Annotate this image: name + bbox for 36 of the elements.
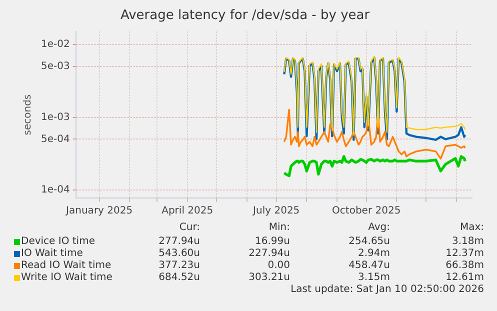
text: Last update: Sat Jan 10 02:50:00 2026	[290, 284, 484, 295]
x-tick-label: April 2025	[162, 206, 214, 217]
y-tick-label: 1e-03	[40, 112, 70, 123]
y-tick-label: 5e-04	[40, 134, 70, 145]
text: 0.00	[266, 260, 290, 271]
text: 277.94u	[158, 236, 200, 247]
text: 3.15m	[356, 272, 390, 283]
x-tick-label: January 2025	[65, 206, 133, 217]
text: Avg:	[367, 222, 390, 233]
x-tick-label: July 2025	[252, 206, 300, 217]
y-tick-label: 1e-02	[40, 39, 70, 50]
chart-title: Average latency for /dev/sda - by year	[120, 8, 370, 24]
legend-label: Write IO Wait time	[21, 272, 112, 283]
text: 684.52u	[158, 272, 200, 283]
text: 12.61m	[444, 272, 484, 283]
y-axis-title: seconds	[22, 94, 34, 136]
text: 377.23u	[158, 260, 200, 271]
text: 66.38m	[444, 260, 484, 271]
text: 16.99u	[254, 236, 290, 247]
legend-label: Read IO Wait time	[21, 260, 112, 271]
y-tick-label: 5e-03	[40, 60, 70, 72]
text: 543.60u	[158, 248, 200, 259]
text: 254.65u	[348, 236, 390, 247]
text: 3.18m	[450, 236, 484, 247]
text: 227.94u	[248, 248, 290, 259]
text: 12.37m	[444, 248, 484, 259]
legend-label: IO Wait time	[21, 248, 83, 259]
text: Cur:	[178, 222, 200, 233]
x-tick-label: October 2025	[332, 206, 401, 217]
legend-label: Device IO time	[21, 236, 95, 247]
text: 303.21u	[248, 272, 290, 283]
text: 2.94m	[356, 248, 390, 259]
text: 458.47u	[348, 260, 390, 271]
y-tick-label: 1e-04	[40, 184, 70, 196]
text: Min:	[268, 222, 290, 233]
text: Max:	[458, 222, 484, 233]
